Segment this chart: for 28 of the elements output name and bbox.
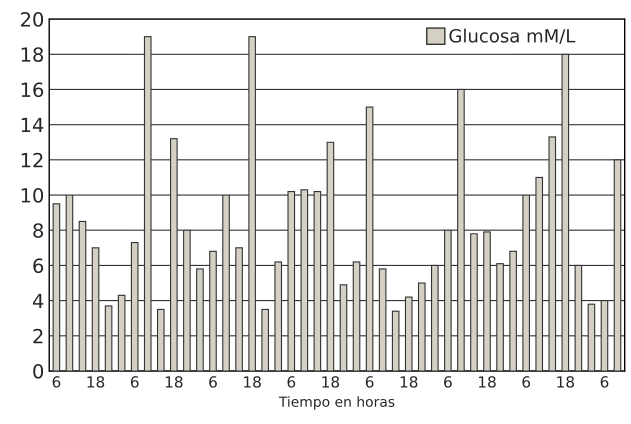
x-tick-label: 6 bbox=[130, 376, 139, 388]
x-tick-label: 18 bbox=[478, 376, 496, 388]
y-tick-label: 12 bbox=[22, 152, 42, 168]
x-tick-label: 6 bbox=[52, 376, 60, 388]
y-tick-label: 20 bbox=[21, 12, 44, 27]
y-tick-label: 6 bbox=[33, 258, 44, 274]
x-tick-label: 18 bbox=[322, 376, 340, 388]
legend-label: Glucosa mM/L bbox=[449, 28, 576, 44]
x-tick-label: 18 bbox=[244, 376, 261, 388]
y-tick-label: 10 bbox=[22, 188, 44, 203]
x-tick-label: 6 bbox=[600, 376, 608, 388]
x-tick-label: 18 bbox=[557, 376, 574, 388]
x-tick-label: 6 bbox=[444, 376, 452, 388]
x-tick-label: 18 bbox=[88, 376, 104, 388]
x-tick-label: 18 bbox=[166, 376, 183, 388]
x-tick-label: 6 bbox=[366, 376, 374, 388]
y-tick-label: 4 bbox=[32, 294, 44, 308]
y-tick-label: 0 bbox=[33, 364, 44, 379]
y-tick-label: 14 bbox=[22, 118, 44, 132]
x-tick-label: 6 bbox=[209, 376, 217, 388]
x-tick-label: 6 bbox=[287, 376, 296, 388]
y-tick-label: 8 bbox=[33, 223, 44, 238]
x-axis-title: Tiempo en horas bbox=[278, 396, 394, 410]
y-tick-label: 18 bbox=[22, 47, 44, 62]
y-tick-label: 16 bbox=[22, 82, 44, 98]
x-tick-label: 18 bbox=[400, 376, 418, 388]
x-tick-label: 6 bbox=[522, 376, 530, 388]
y-tick-label: 2 bbox=[33, 328, 42, 344]
